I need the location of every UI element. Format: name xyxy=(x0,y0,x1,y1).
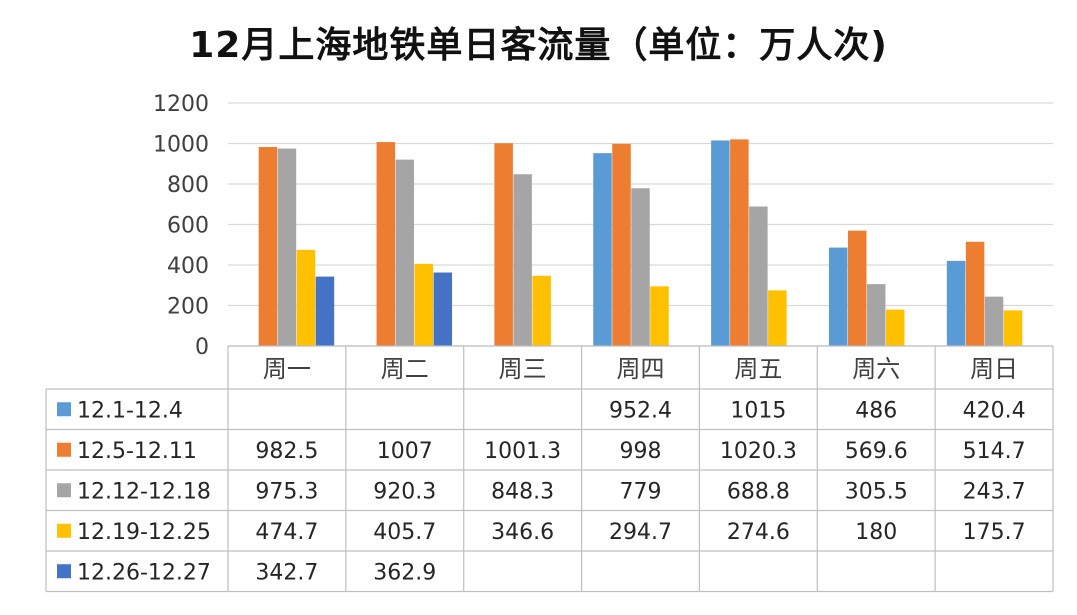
bar-3 xyxy=(984,296,1004,346)
bar-4 xyxy=(1003,310,1023,346)
bar-2 xyxy=(847,230,867,346)
category-label: 周五 xyxy=(734,355,782,383)
bar-2 xyxy=(258,147,278,346)
bar-5 xyxy=(315,276,335,346)
bar-3 xyxy=(277,148,297,346)
y-tick-label: 1000 xyxy=(153,133,209,158)
chart-title: 12月上海地铁单日客流量（单位：万人次) xyxy=(189,25,888,66)
bar-3 xyxy=(395,159,415,346)
legend-label: 12.26-12.27 xyxy=(77,560,211,585)
data-label: 1001.3 xyxy=(484,439,561,464)
bar-2 xyxy=(612,143,631,346)
data-label: 779 xyxy=(620,479,662,504)
bar-4 xyxy=(768,290,787,346)
data-label: 1020.3 xyxy=(720,439,797,464)
data-label: 274.6 xyxy=(727,520,790,545)
data-label: 952.4 xyxy=(609,398,672,423)
y-tick-label: 800 xyxy=(167,173,209,198)
bar-3 xyxy=(866,284,886,346)
data-label: 1015 xyxy=(730,398,786,423)
data-label: 474.7 xyxy=(255,520,318,545)
data-label: 362.9 xyxy=(373,560,436,585)
category-label: 周四 xyxy=(617,355,665,383)
bar-3 xyxy=(631,188,650,346)
y-tick-label: 200 xyxy=(167,295,209,320)
data-label: 1007 xyxy=(377,439,433,464)
data-label: 688.8 xyxy=(727,479,790,504)
bar-1 xyxy=(711,140,730,346)
legend-key-5 xyxy=(57,564,71,579)
data-label: 420.4 xyxy=(963,398,1026,423)
data-label: 982.5 xyxy=(255,439,318,464)
data-label: 514.7 xyxy=(963,439,1026,464)
legend-label: 12.1-12.4 xyxy=(77,398,183,423)
data-label: 294.7 xyxy=(609,520,672,545)
bar-2 xyxy=(965,241,985,346)
bar-4 xyxy=(414,263,434,346)
legend-key-3 xyxy=(57,483,71,498)
bar-2 xyxy=(494,143,513,346)
legend-key-4 xyxy=(57,523,71,538)
bar-2 xyxy=(730,139,749,346)
data-label: 975.3 xyxy=(255,479,318,504)
data-label: 405.7 xyxy=(373,520,436,545)
y-tick-label: 1200 xyxy=(153,92,209,117)
category-label: 周日 xyxy=(970,355,1018,383)
bar-4 xyxy=(885,309,905,346)
y-tick-label: 0 xyxy=(195,335,209,360)
data-label: 486 xyxy=(855,398,897,423)
data-label: 243.7 xyxy=(963,479,1026,504)
data-label: 569.6 xyxy=(845,439,908,464)
bar-1 xyxy=(828,247,848,346)
data-label: 180 xyxy=(855,520,897,545)
bar-4 xyxy=(296,249,316,346)
bar-2 xyxy=(376,142,396,346)
y-tick-label: 600 xyxy=(167,214,209,239)
data-label: 305.5 xyxy=(845,479,908,504)
bar-5 xyxy=(433,272,453,346)
y-tick-label: 400 xyxy=(167,254,209,279)
legend-key-1 xyxy=(57,402,71,417)
bar-3 xyxy=(513,174,532,346)
data-label: 175.7 xyxy=(963,520,1026,545)
data-label: 346.6 xyxy=(491,520,554,545)
category-label: 周六 xyxy=(852,355,900,383)
data-label: 342.7 xyxy=(255,560,318,585)
data-label: 998 xyxy=(620,439,662,464)
data-label: 920.3 xyxy=(373,479,436,504)
legend-label: 12.5-12.11 xyxy=(77,439,197,464)
bar-1 xyxy=(593,153,612,346)
category-label: 周二 xyxy=(381,355,429,383)
bar-1 xyxy=(946,260,966,346)
legend-label: 12.12-12.18 xyxy=(77,479,211,504)
bar-3 xyxy=(749,206,768,346)
category-label: 周三 xyxy=(499,355,547,383)
legend-key-2 xyxy=(57,442,71,457)
legend-label: 12.19-12.25 xyxy=(77,520,211,545)
bar-4 xyxy=(532,275,551,346)
data-label: 848.3 xyxy=(491,479,554,504)
bar-4 xyxy=(650,286,669,346)
category-label: 周一 xyxy=(263,355,311,383)
